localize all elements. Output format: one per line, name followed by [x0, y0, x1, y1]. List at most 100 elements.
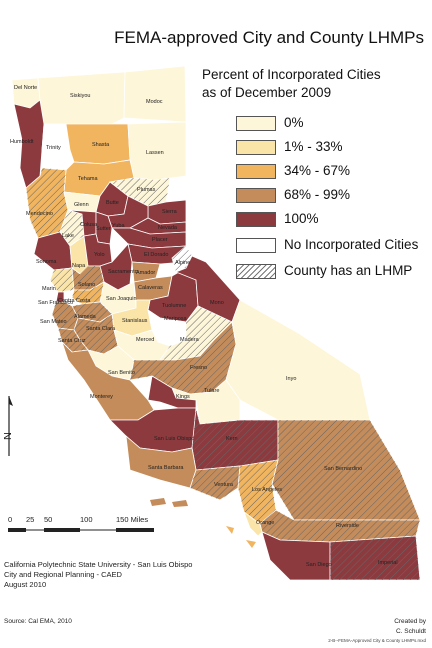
subtitle-line-1: Percent of Incorporated Cities	[202, 67, 381, 82]
scale-tick-label: 25	[26, 515, 34, 524]
legend-swatch	[236, 116, 276, 131]
legend-label: 68% - 99%	[284, 187, 351, 202]
north-arrow: N	[2, 396, 18, 463]
county-label-plumas: Plumas	[137, 187, 156, 193]
county-kern-lhmp-hatch	[192, 408, 278, 470]
county-orange	[243, 510, 263, 537]
county-label-san-bernardino: San Bernardino	[324, 466, 362, 472]
credit-line-1: California Polytechnic State University …	[4, 560, 193, 569]
county-label-colusa: Colusa	[80, 222, 98, 228]
county-label-los-angeles: Los Angeles	[252, 487, 282, 493]
county-label-yolo: Yolo	[94, 252, 105, 258]
created-by-label: Created by	[394, 618, 426, 625]
county-label-kings: Kings	[176, 394, 190, 400]
county-san-bernardino-lhmp-hatch	[272, 420, 420, 520]
county-label-shasta: Shasta	[92, 142, 110, 148]
county-labels-layer: Del Norte Siskiyou Modoc Humboldt Trinity Sha…	[10, 85, 398, 568]
county-label-alpine: Alpine	[175, 260, 190, 266]
county-santa-clara-lhmp-hatch	[74, 314, 118, 354]
county-santa-cruz-lhmp-hatch	[58, 328, 88, 352]
county-label-mendocino: Mendocino	[26, 211, 53, 217]
legend-swatch	[236, 164, 276, 179]
county-label-san-joaquin: San Joaquin	[106, 296, 137, 302]
map-title: FEMA-approved City and County LHMPs	[114, 28, 424, 47]
county-modoc	[123, 65, 187, 123]
county-label-nevada: Nevada	[158, 225, 178, 231]
county-label-humboldt: Humboldt	[10, 139, 34, 145]
created-by: Created by C. Schuldt	[394, 617, 426, 637]
county-label-sonoma: Sonoma	[36, 259, 57, 265]
county-marin-lhmp-hatch	[50, 268, 74, 292]
legend-swatch	[236, 212, 276, 227]
county-label-orange: Orange	[256, 520, 274, 526]
county-inyo	[225, 299, 371, 421]
county-label-mono: Mono	[210, 300, 224, 306]
file-name: 2-B--FEMA-Approved City & County LHMPs.m…	[328, 638, 426, 643]
county-label-santa-clara: Santa Clara	[86, 326, 116, 332]
credit-line-3: August 2010	[4, 580, 47, 589]
credit-block: California Polytechnic State University …	[4, 560, 192, 590]
scale-bar: 0 25 50 100 150 Miles	[4, 508, 174, 541]
legend-label: 100%	[284, 211, 319, 226]
county-fresno-lhmp-hatch	[130, 322, 236, 394]
county-label-alameda: Alameda	[74, 314, 97, 320]
legend-swatch	[236, 264, 276, 279]
legend-swatch	[236, 140, 276, 155]
legend-swatch	[236, 188, 276, 203]
county-alameda-lhmp-hatch	[72, 302, 112, 322]
county-label-glenn: Glenn	[74, 202, 89, 208]
county-label-calaveras: Calaveras	[138, 285, 163, 291]
legend-swatch	[236, 238, 276, 253]
county-label-riverside: Riverside	[336, 523, 359, 529]
county-label-el-dorado: El Dorado	[144, 252, 168, 258]
source-note: Source: Cal EMA, 2010	[4, 618, 72, 625]
subtitle-line-2: as of December 2009	[202, 85, 332, 100]
county-label-yuba: Yuba	[112, 223, 125, 229]
county-label-santa-barbara: Santa Barbara	[148, 465, 184, 471]
scale-tick-label: 0	[8, 515, 12, 524]
county-label-butte: Butte	[106, 200, 119, 206]
county-label-kern: Kern	[226, 436, 238, 442]
legend-label: County has an LHMP	[284, 263, 413, 278]
map-subtitle: Percent of Incorporated Cities as of Dec…	[202, 66, 422, 102]
county-label-san-luis-obispo: San Luis Obispo	[154, 436, 194, 442]
county-label-tehama: Tehama	[78, 176, 99, 182]
county-label-sacramento: Sacramento	[108, 269, 138, 275]
north-arrow-label: N	[4, 432, 14, 440]
county-label-sierra: Sierra	[162, 209, 178, 215]
county-mendocino-lhmp-hatch	[26, 168, 68, 238]
county-madera-lhmp-hatch	[160, 306, 232, 360]
county-label-napa: Napa	[72, 263, 86, 269]
county-los-angeles-lhmp-hatch	[238, 460, 278, 524]
county-label-placer: Placer	[152, 237, 168, 243]
county-ventura-lhmp-hatch	[190, 466, 240, 500]
county-label-marin: Marin	[42, 286, 56, 292]
county-label-lake: Lake	[62, 233, 74, 239]
legend-label: 0%	[284, 115, 304, 130]
county-label-merced: Merced	[136, 337, 154, 343]
channel-island	[226, 526, 234, 534]
scale-tick-label: 150 Miles	[116, 515, 148, 524]
county-label-contra-costa: Contra Costa	[58, 298, 91, 304]
counties-layer	[11, 65, 421, 581]
county-label-inyo: Inyo	[286, 376, 296, 382]
county-san-mateo-lhmp-hatch	[52, 302, 78, 330]
county-label-modoc: Modoc	[146, 99, 163, 105]
legend-label: 1% - 33%	[284, 139, 343, 154]
county-label-imperial: Imperial	[378, 560, 398, 566]
county-label-tuolumne: Tuolumne	[162, 303, 186, 309]
county-label-tulare: Tulare	[204, 388, 219, 394]
county-plumas-lhmp-hatch	[110, 178, 170, 206]
county-lake-lhmp-hatch	[60, 210, 84, 246]
county-contra-costa-lhmp-hatch	[72, 282, 104, 304]
county-label-san-benito: San Benito	[108, 370, 135, 376]
county-label-solano: Solano	[78, 282, 95, 288]
legend-label: 34% - 67%	[284, 163, 351, 178]
channel-island	[172, 500, 188, 507]
county-label-fresno: Fresno	[190, 365, 207, 371]
scale-tick-label: 50	[44, 515, 52, 524]
county-label-madera: Madera	[180, 337, 200, 343]
county-label-san-francisco: San Francisco	[38, 300, 73, 306]
county-label-mariposa: Mariposa	[164, 316, 188, 322]
county-label-trinity: Trinity	[46, 145, 61, 151]
